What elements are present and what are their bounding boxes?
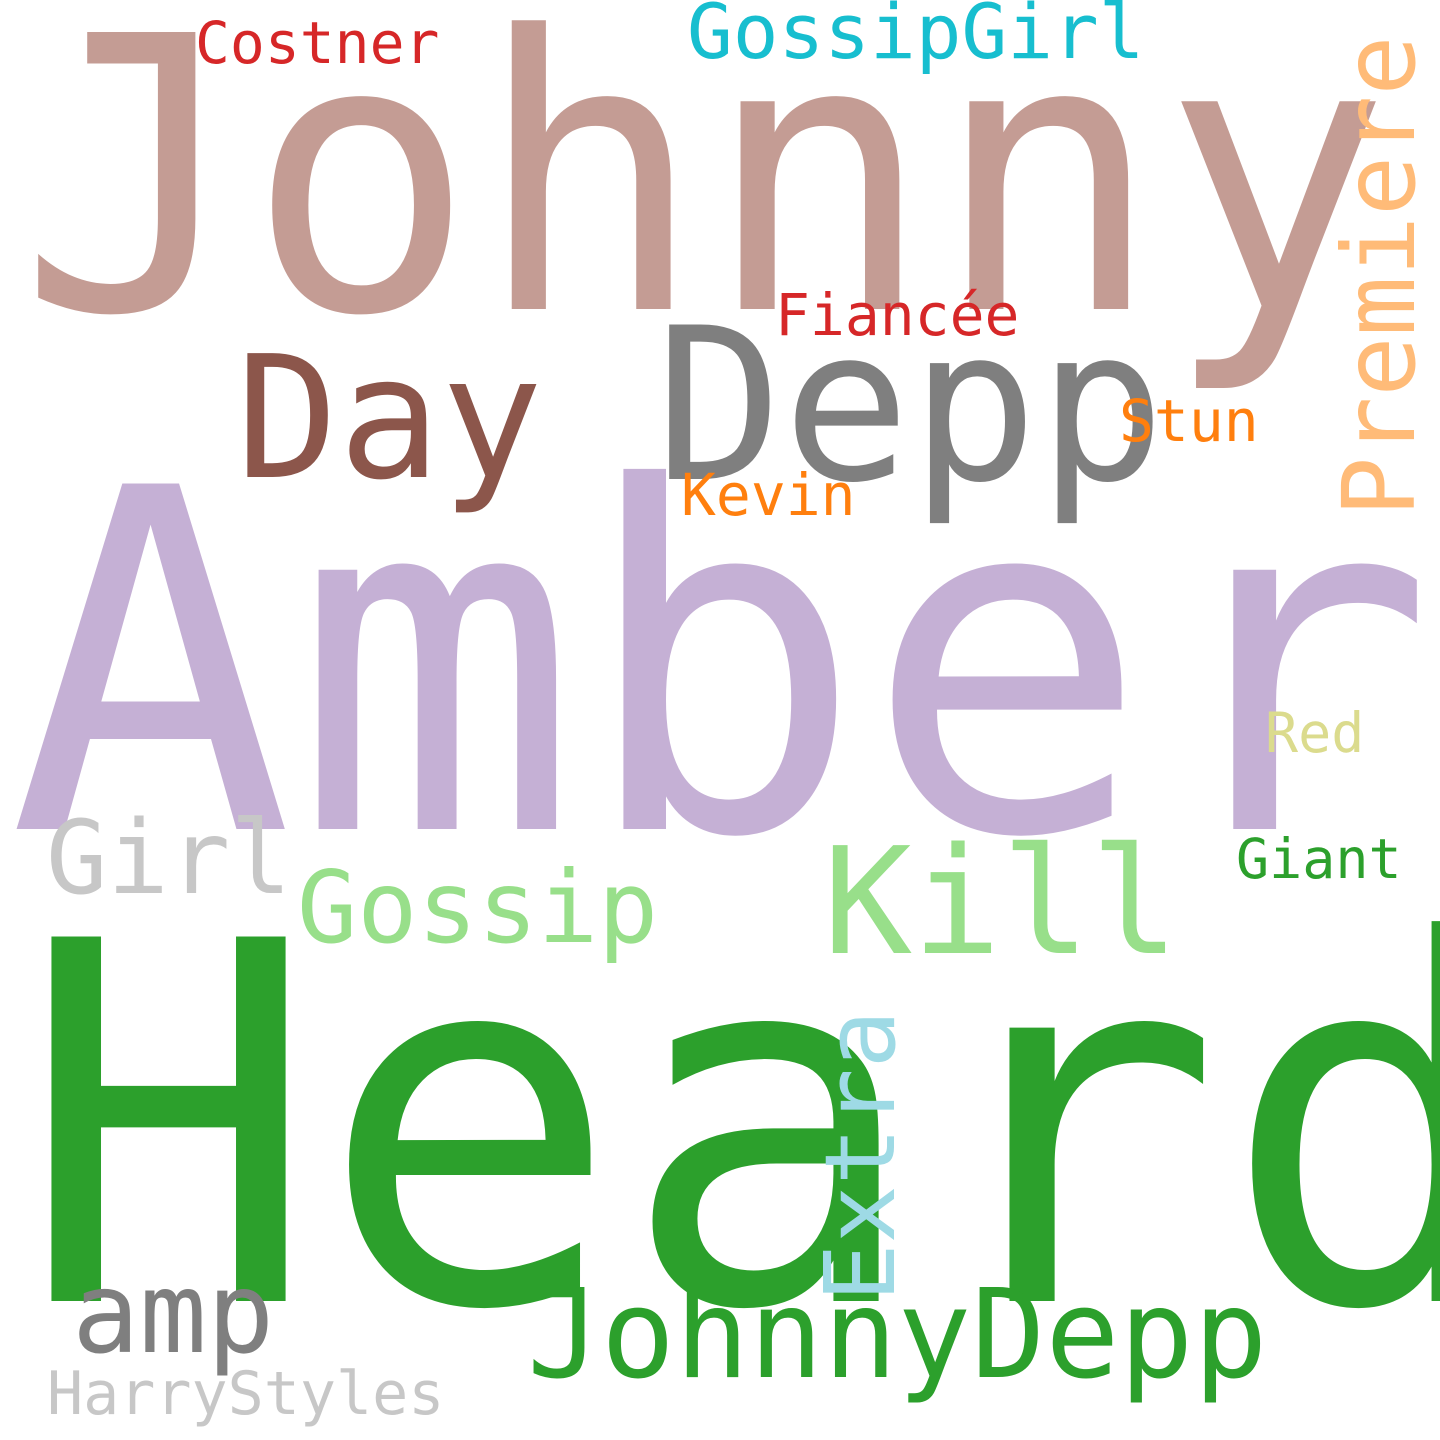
word-johnny: Johnny (18, 0, 1391, 399)
word-harrystyles: HarryStyles (47, 1359, 445, 1429)
word-kevin: Kevin (681, 461, 856, 529)
word-gossipgirl: GossipGirl (687, 0, 1145, 76)
word-giant: Giant (1236, 827, 1402, 891)
word-girl: Girl (46, 799, 292, 918)
word-stun: Stun (1119, 387, 1259, 455)
word-fiancee: Fiancée (775, 281, 1020, 349)
word-amber: Amber (8, 389, 1435, 941)
word-red: Red (1265, 701, 1365, 765)
word-day: Day (236, 320, 544, 518)
word-johnnydepp: JohnnyDepp (527, 1264, 1268, 1407)
word-gossip: Gossip (297, 849, 659, 966)
word-kill: Kill (823, 816, 1180, 988)
word-costner: Costner (195, 9, 440, 77)
word-amp: amp (72, 1249, 275, 1379)
word-depp: Depp (655, 282, 1166, 529)
word-heard: Heard (18, 837, 1440, 1419)
word-premiere: Premiere (1321, 35, 1438, 517)
word-extra: Extra (804, 1010, 917, 1302)
